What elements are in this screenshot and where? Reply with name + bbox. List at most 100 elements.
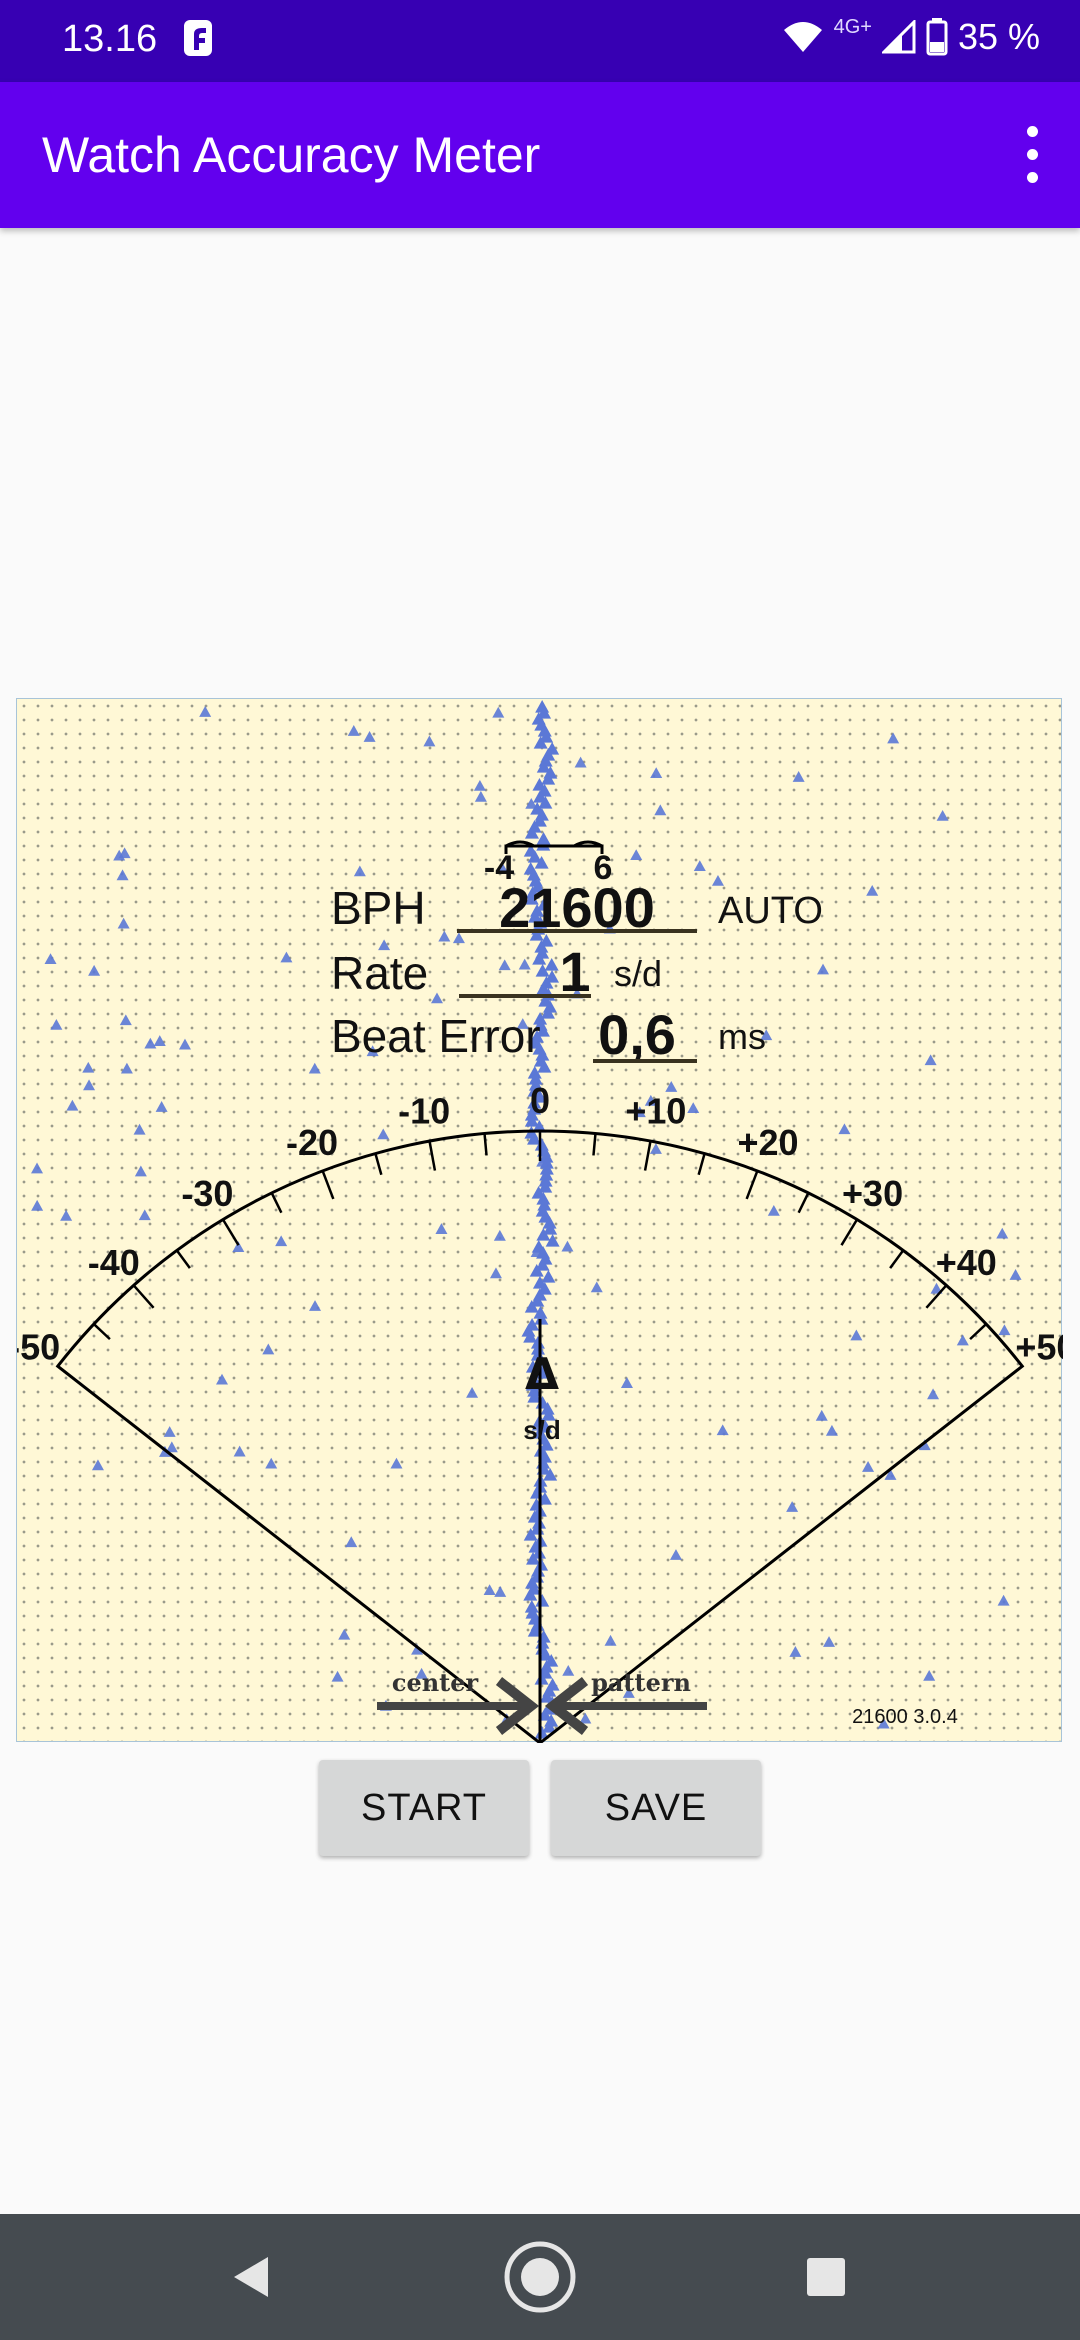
trace-point [533, 1012, 548, 1025]
scale-label: 0 [530, 1080, 550, 1121]
trace-point [825, 1424, 838, 1436]
trace-point [786, 1501, 799, 1512]
trace-point [524, 1600, 539, 1613]
trace-point [66, 1099, 79, 1111]
trace-point [144, 1037, 157, 1049]
dial-tick [997, 1365, 1024, 1386]
overflow-menu-icon[interactable] [1002, 118, 1062, 192]
trace-point [534, 856, 549, 869]
trace-point [366, 1045, 379, 1057]
trace-point [540, 1402, 555, 1415]
dial-tick [483, 1133, 488, 1156]
tolerance-max-label: 6 [594, 849, 613, 887]
version-label: 21600 3.0.4 [852, 1706, 958, 1728]
save-button[interactable]: SAVE [551, 1760, 761, 1856]
scale-labels: -50 -40 -30 -20 -10 0 +10 +20 +30 +40 +50 [17, 1080, 1063, 1368]
signal-icon [881, 20, 916, 54]
trace-point [767, 1204, 780, 1216]
trace-point [654, 804, 667, 816]
trace-point [792, 771, 805, 782]
trace-point [155, 1101, 168, 1112]
trace-point [542, 1216, 557, 1229]
trace-point [936, 809, 949, 821]
trace-point [116, 869, 129, 881]
pattern-label: pattern [591, 1668, 691, 1697]
trace-point [539, 1660, 554, 1673]
trace-point [435, 1223, 448, 1234]
trace-point [630, 849, 643, 861]
trace-point [927, 1388, 940, 1400]
trace-point [345, 1536, 358, 1548]
start-button[interactable]: START [319, 1760, 529, 1856]
trace-point [363, 731, 376, 742]
trace-point [884, 1469, 897, 1480]
rate-label: Rate [331, 947, 428, 999]
trace-point [545, 1234, 560, 1247]
dial-tick [132, 1284, 155, 1309]
trace-point [541, 772, 556, 785]
trace-point [665, 1081, 678, 1092]
trace-point [622, 1687, 635, 1698]
dial-tick [592, 1133, 597, 1156]
beat-error-value: 0,6 [598, 1003, 676, 1066]
trace-point [133, 1123, 146, 1135]
app-notification-icon [184, 20, 212, 56]
trace-point [539, 1438, 554, 1451]
trace-point [489, 1267, 502, 1279]
trace-point [529, 1030, 544, 1043]
trace-point [562, 1664, 575, 1676]
trace-point [536, 832, 551, 845]
tolerance-min-label: -4 [484, 849, 514, 887]
trace-point [134, 1165, 147, 1177]
pattern-arrow-icon [544, 1677, 707, 1735]
trace-point [918, 1439, 931, 1451]
trace-point [377, 1128, 390, 1140]
wifi-icon [783, 22, 822, 52]
trace-point [153, 1035, 166, 1046]
trace-point [524, 1114, 539, 1127]
trace-point [309, 1300, 322, 1311]
home-button[interactable] [470, 2214, 610, 2340]
trace-point [541, 1408, 556, 1421]
trace-point [574, 756, 587, 768]
trace-point [525, 1378, 540, 1391]
dial-scale [55, 1129, 1025, 1743]
scale-label: +40 [936, 1242, 997, 1283]
home-icon [504, 2241, 576, 2313]
trace-point [535, 1258, 550, 1271]
trace-point [50, 1018, 63, 1030]
scale-label: +50 [1015, 1327, 1063, 1368]
trace-point [815, 1409, 828, 1421]
dial-tick [175, 1249, 191, 1269]
trace-point [536, 1155, 549, 1167]
recents-icon [807, 2258, 845, 2296]
trace-point [262, 1343, 275, 1355]
trace-point [539, 730, 554, 743]
trace-point [650, 767, 663, 779]
trace-point [544, 958, 559, 971]
scale-label: -20 [286, 1122, 338, 1163]
trace-point [590, 1281, 603, 1293]
dial-tick [374, 1153, 383, 1176]
trace-point [232, 1241, 245, 1253]
trace-point [838, 1123, 851, 1135]
trace-point [542, 1720, 557, 1733]
trace-point [530, 1294, 545, 1307]
dial-tick [840, 1218, 859, 1246]
trace-point [233, 1445, 246, 1457]
trace-point [533, 736, 548, 749]
trace-point [390, 1457, 403, 1469]
back-button[interactable] [180, 2214, 320, 2340]
trace-point [536, 1228, 551, 1241]
trace-point [887, 732, 900, 744]
trace-point [308, 1062, 321, 1074]
battery-percent: 35 % [957, 16, 1040, 57]
recents-button[interactable] [756, 2214, 896, 2340]
app-bar: Watch Accuracy Meter [0, 82, 1080, 228]
trace-point [533, 1306, 548, 1319]
trace-point [532, 952, 547, 965]
trace-point [529, 1264, 544, 1277]
trace-point [120, 1062, 133, 1074]
trace-point [338, 1628, 351, 1640]
trace-point [541, 1270, 556, 1283]
